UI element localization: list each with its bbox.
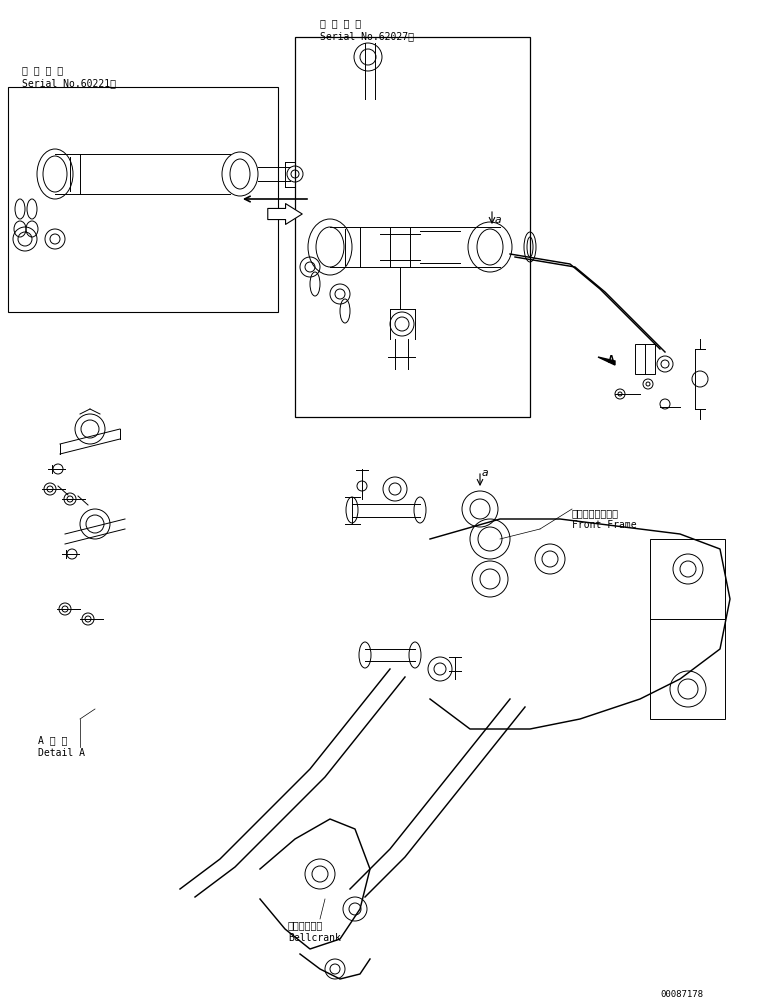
Bar: [295, 38, 530, 418]
Text: Serial No.62027～: Serial No.62027～: [320, 31, 414, 41]
Text: A 詳 細: A 詳 細: [38, 734, 68, 744]
Text: Bellcrank: Bellcrank: [288, 932, 341, 942]
Text: a: a: [495, 214, 502, 224]
Text: ベルクランク: ベルクランク: [288, 919, 323, 929]
Text: Front Frame: Front Frame: [572, 519, 637, 529]
Text: 適 用 号 機: 適 用 号 機: [22, 65, 63, 75]
Bar: [650, 539, 725, 719]
Polygon shape: [598, 358, 615, 366]
Text: Detail A: Detail A: [38, 747, 85, 758]
Bar: [635, 345, 655, 375]
FancyArrowPatch shape: [268, 204, 302, 225]
Text: a: a: [482, 468, 489, 478]
Text: フロントフレーム: フロントフレーム: [572, 507, 619, 517]
Text: Serial No.60221～: Serial No.60221～: [22, 78, 116, 88]
Text: A: A: [608, 355, 614, 365]
Bar: [8, 88, 278, 313]
Text: 00087178: 00087178: [660, 989, 703, 998]
Text: 適 用 号 機: 適 用 号 機: [320, 18, 361, 28]
